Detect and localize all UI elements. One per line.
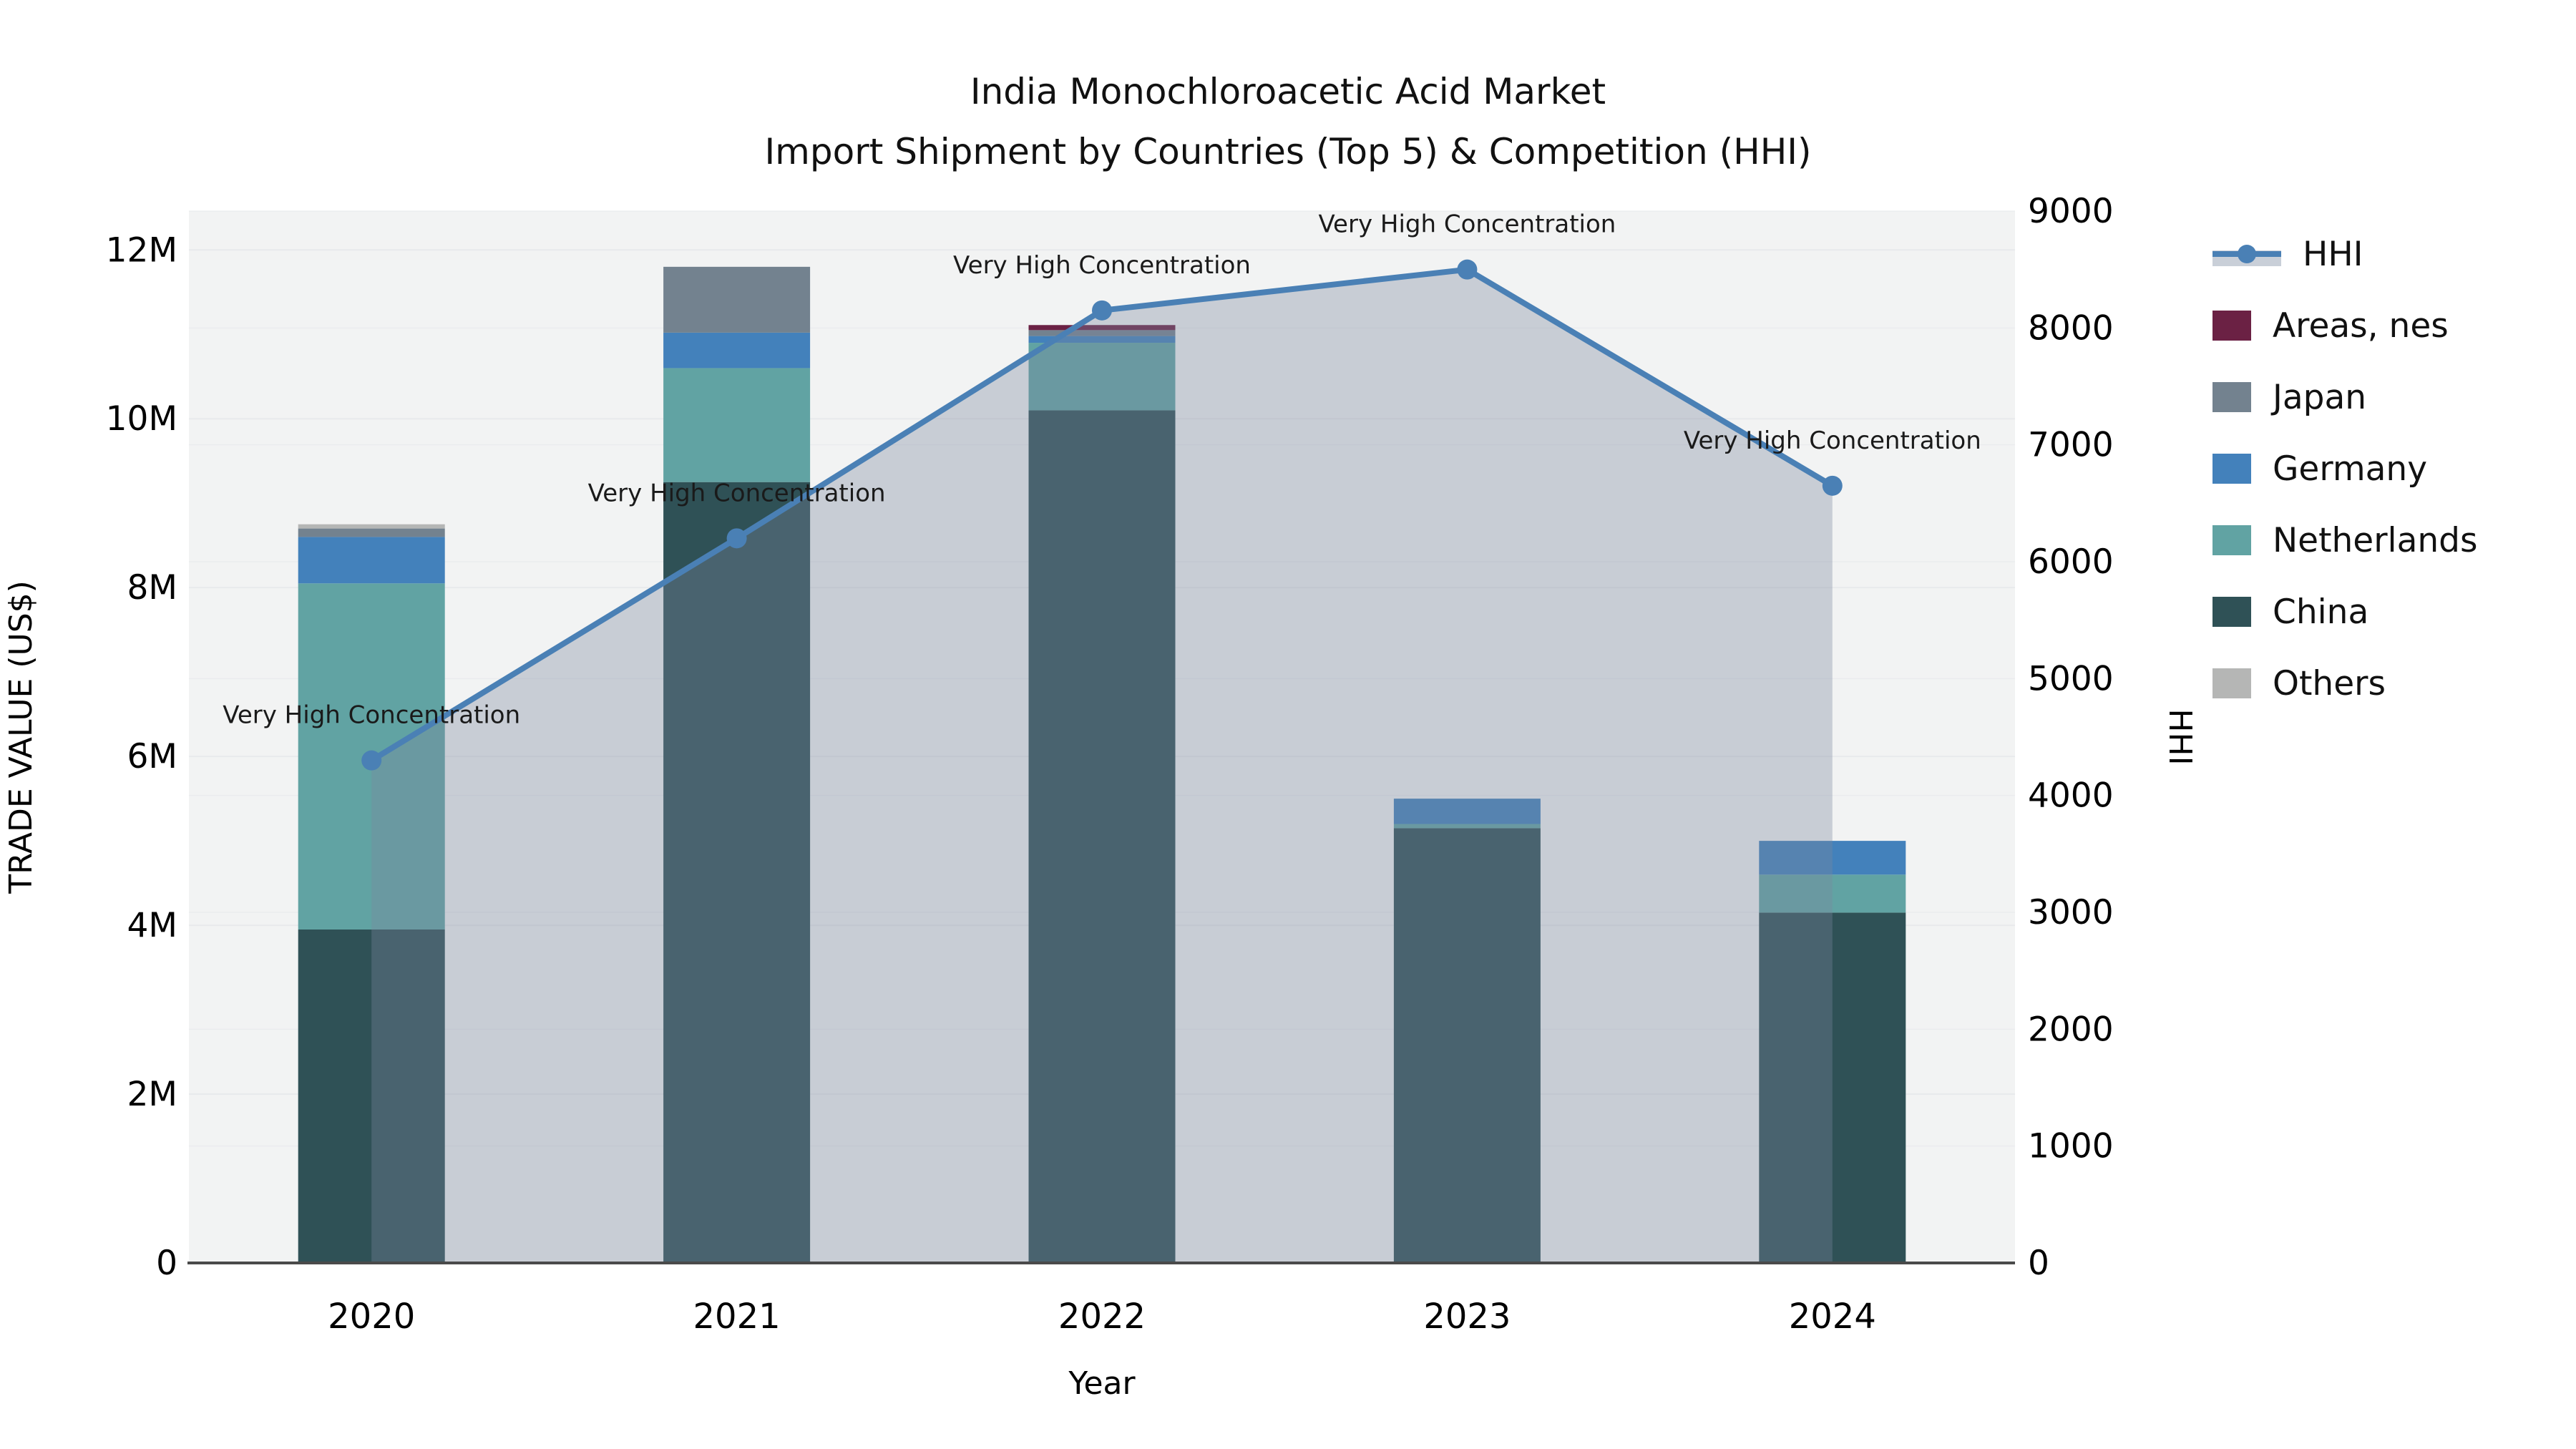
x-tick-label: 2021	[693, 1297, 781, 1337]
legend-item-japan: Japan	[2212, 377, 2478, 417]
annotation-label: Very High Concentration	[1684, 426, 1981, 455]
hhi-marker-2023	[1457, 259, 1478, 280]
bar-segment-netherlands-2023	[1393, 824, 1541, 829]
germany-swatch-icon	[2212, 454, 2251, 484]
y-left-tick-label: 2M	[127, 1075, 177, 1114]
bar-segment-netherlands-2022	[1028, 343, 1176, 411]
bar-segment-netherlands-2024	[1759, 874, 1906, 913]
y-right-tick-label: 2000	[2028, 1010, 2114, 1049]
others-swatch-icon	[2212, 668, 2251, 698]
bar-segment-areas-nes-2022	[1028, 325, 1176, 331]
chart-title-line2: Import Shipment by Countries (Top 5) & C…	[764, 131, 1812, 172]
hhi-area-fill	[371, 269, 1833, 1264]
legend-item-germany: Germany	[2212, 449, 2478, 489]
y-left-axis-title: TRADE VALUE (US$)	[3, 580, 39, 894]
y-right-tick-label: 3000	[2028, 893, 2114, 932]
legend-item-areas-nes: Areas, nes	[2212, 306, 2478, 346]
bar-segment-japan-2021	[663, 266, 811, 333]
x-tick-label: 2024	[1789, 1297, 1876, 1337]
legend-item-netherlands: Netherlands	[2212, 520, 2478, 560]
x-tick-label: 2023	[1423, 1297, 1511, 1337]
y-right-tick-label: 1000	[2028, 1127, 2114, 1166]
annotation-label: Very High Concentration	[953, 251, 1251, 280]
legend-label: Japan	[2273, 377, 2367, 417]
bar-segment-china-2024	[1759, 912, 1906, 1263]
bar-segment-china-2020	[298, 929, 445, 1263]
legend-label: HHI	[2303, 234, 2363, 274]
bar-segment-netherlands-2021	[663, 368, 811, 482]
japan-swatch-icon	[2212, 382, 2251, 412]
chart-title-line1: India Monochloroacetic Acid Market	[970, 71, 1606, 112]
y-right-tick-label: 0	[2028, 1244, 2049, 1283]
y-left-tick-label: 8M	[127, 568, 177, 608]
y-left-tick-label: 6M	[127, 737, 177, 776]
chart-title: India Monochloroacetic Acid Market Impor…	[0, 62, 2576, 182]
legend-label: Areas, nes	[2273, 306, 2449, 346]
hhi-marker-2021	[726, 528, 747, 549]
x-axis-title: Year	[1068, 1365, 1136, 1402]
areas-nes-swatch-icon	[2212, 311, 2251, 341]
bar-segment-china-2021	[663, 482, 811, 1263]
y-right-tick-label: 6000	[2028, 542, 2114, 582]
bar-segment-others-2020	[298, 524, 445, 529]
legend-label: Others	[2273, 663, 2386, 703]
china-swatch-icon	[2212, 597, 2251, 627]
bar-segment-japan-2022	[1028, 330, 1176, 336]
hhi-line-icon	[2212, 238, 2281, 270]
bar-segment-germany-2020	[298, 537, 445, 584]
y-left-tick-label: 12M	[106, 230, 177, 270]
annotation-label: Very High Concentration	[223, 701, 520, 730]
y-right-tick-label: 9000	[2028, 192, 2114, 231]
legend-item-china: China	[2212, 592, 2478, 632]
netherlands-swatch-icon	[2212, 525, 2251, 555]
hhi-marker-2024	[1822, 475, 1843, 496]
annotation-label: Very High Concentration	[1318, 210, 1616, 239]
bar-segment-germany-2024	[1759, 841, 1906, 875]
legend-label: China	[2273, 592, 2369, 632]
hhi-marker-2020	[361, 750, 382, 771]
y-right-tick-label: 8000	[2028, 308, 2114, 348]
legend-label: Germany	[2273, 449, 2428, 489]
y-right-tick-label: 7000	[2028, 426, 2114, 465]
x-tick-label: 2022	[1058, 1297, 1146, 1337]
legend-label: Netherlands	[2273, 520, 2478, 560]
hhi-marker-2022	[1092, 300, 1112, 321]
y-left-tick-label: 4M	[127, 906, 177, 945]
y-right-axis-title: HHI	[2162, 708, 2198, 765]
legend-item-others: Others	[2212, 663, 2478, 703]
y-right-tick-label: 5000	[2028, 659, 2114, 698]
bar-segment-japan-2020	[298, 528, 445, 537]
y-left-tick-label: 0	[156, 1244, 177, 1283]
bar-segment-china-2022	[1028, 410, 1176, 1263]
bar-segment-china-2023	[1393, 828, 1541, 1263]
annotation-label: Very High Concentration	[588, 479, 886, 507]
x-tick-label: 2020	[328, 1297, 415, 1337]
y-right-tick-label: 4000	[2028, 776, 2114, 816]
legend: HHI Areas, nes Japan Germany Netherlands…	[2212, 234, 2478, 703]
bar-segment-germany-2022	[1028, 336, 1176, 343]
y-left-tick-label: 10M	[106, 399, 177, 439]
legend-item-hhi: HHI	[2212, 234, 2478, 274]
bar-segment-germany-2023	[1393, 799, 1541, 824]
bar-segment-germany-2021	[663, 332, 811, 369]
